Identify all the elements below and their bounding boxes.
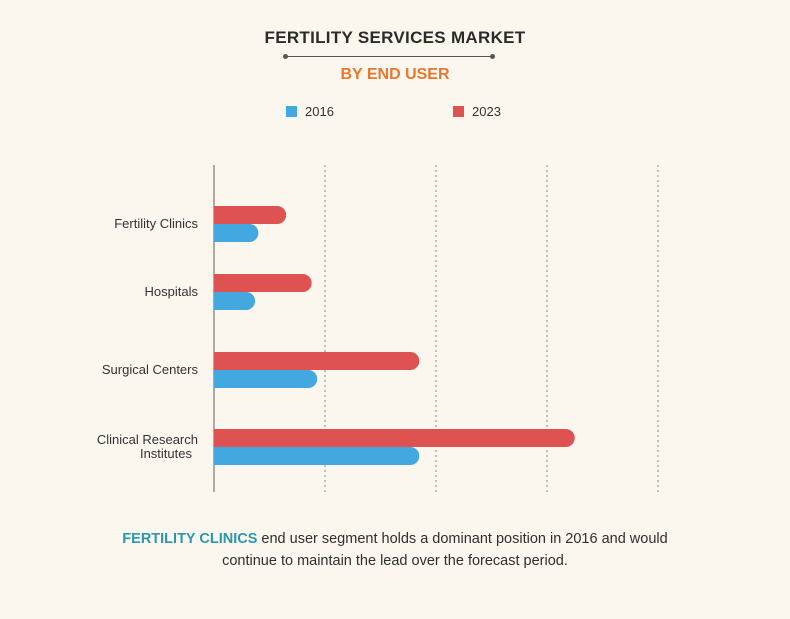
chart-subtitle: BY END USER [340,66,450,83]
bar-2023 [214,429,575,447]
footer-line-1: FERTILITY CLINICS end user segment holds… [0,528,790,550]
bar-2016 [214,370,318,388]
legend-item-2016: 2016 [286,104,334,119]
footer-line-2: continue to maintain the lead over the f… [222,553,568,569]
bar-2023 [214,352,420,370]
category-label: Surgical Centers [102,362,199,377]
legend-label-2023: 2023 [472,104,501,119]
bar-2016 [214,447,420,465]
bar-2023 [214,206,287,224]
legend-label-2016: 2016 [305,104,334,119]
footer-line-1-text: end user segment holds a dominant positi… [257,531,668,547]
footer-caption: FERTILITY CLINICS end user segment holds… [0,528,790,572]
bar-2023 [214,274,312,292]
legend: 2016 2023 [0,104,790,122]
legend-item-2023: 2023 [453,104,501,119]
footer-highlight: FERTILITY CLINICS [122,531,258,547]
category-label: Hospitals [145,284,199,299]
legend-swatch-2023 [453,106,464,117]
bar-2016 [214,224,259,242]
legend-swatch-2016 [286,106,297,117]
category-label: Fertility Clinics [114,216,198,231]
category-label: Clinical Research Institutes [97,432,198,461]
title-divider [283,54,495,59]
bar-2016 [214,292,256,310]
chart-title: FERTILITY SERVICES MARKET [264,28,526,47]
